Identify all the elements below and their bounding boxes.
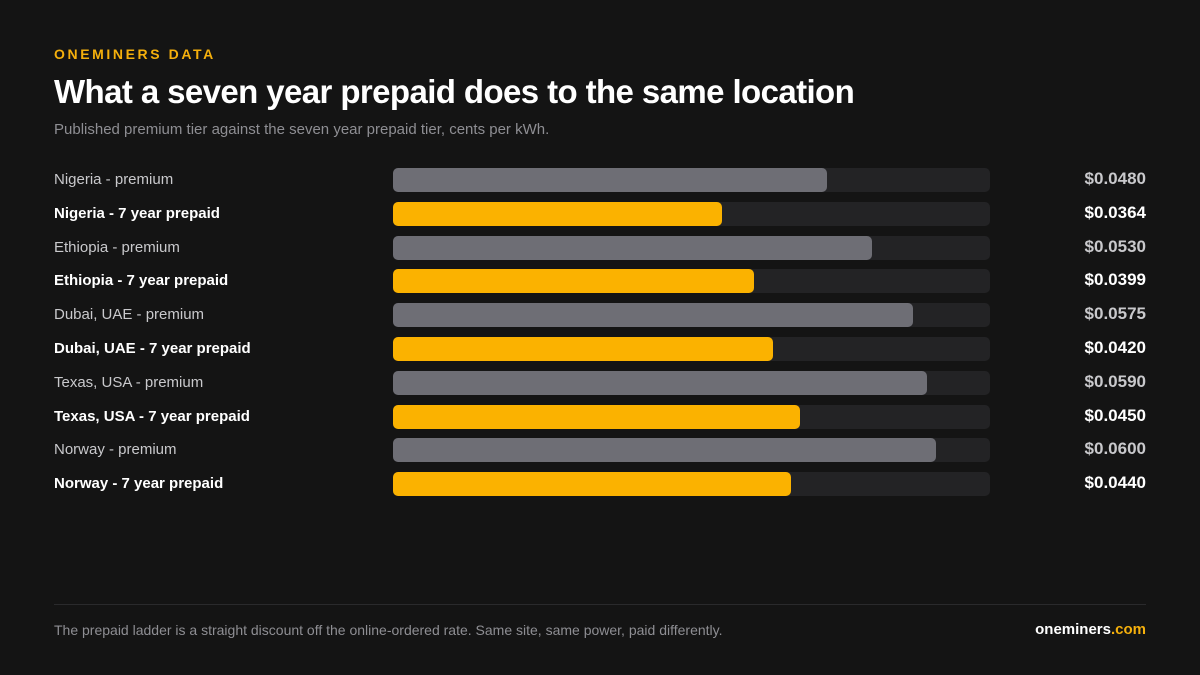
bar-label: Texas, USA - 7 year prepaid [54,407,250,425]
bar-track [393,404,990,429]
bar-track [393,472,990,497]
bar-row-prepaid: Texas, USA - 7 year prepaid $0.0450 [54,404,1146,429]
bar-row-prepaid: Dubai, UAE - 7 year prepaid $0.0420 [54,337,1146,361]
bar-row-prepaid: Norway - 7 year prepaid $0.0440 [54,472,1146,497]
bar-row-prepaid: Nigeria - 7 year prepaid $0.0364 [54,201,1146,226]
eyebrow-label: ONEMINERS DATA [54,46,216,62]
bar-value-label: $0.0600 [1084,439,1146,459]
bar-prepaid [393,404,801,429]
bar-track [393,201,990,226]
bar-label: Nigeria - 7 year prepaid [54,204,220,222]
bar-prepaid [393,472,791,497]
bar-label: Dubai, UAE - premium [54,306,205,324]
bar-track [393,337,990,361]
bar-value-label: $0.0420 [1084,338,1146,357]
bar-value-label: $0.0590 [1084,371,1146,391]
bar-label: Ethiopia - premium [54,238,180,256]
bar-label: Dubai, UAE - 7 year prepaid [54,340,251,357]
bar-row-premium: Dubai, UAE - premium $0.0575 [54,303,1146,328]
chart-subtitle: Published premium tier against the seven… [54,121,550,138]
bar-prepaid [393,337,773,361]
bar-track [393,168,990,192]
bar-value-label: $0.0530 [1084,236,1146,256]
bar-row-prepaid: Ethiopia - 7 year prepaid $0.0399 [54,269,1146,294]
bar-premium [393,438,936,463]
chart-title: What a seven year prepaid does to the sa… [54,73,855,110]
bar-row-premium: Nigeria - premium $0.0480 [54,168,1146,192]
brand-link[interactable]: oneminers.com [1035,621,1146,638]
bar-track [393,235,990,260]
bar-value-label: $0.0399 [1084,270,1146,290]
bar-premium [393,303,914,328]
footnote: The prepaid ladder is a straight discoun… [54,622,723,638]
bar-track [393,269,990,294]
bar-row-premium: Texas, USA - premium $0.0590 [54,370,1146,395]
footer-divider [54,604,1146,605]
bar-prepaid [393,201,723,226]
bar-premium [393,235,873,260]
bar-row-premium: Norway - premium $0.0600 [54,438,1146,463]
bar-label: Nigeria - premium [54,171,174,188]
bar-value-label: $0.0440 [1084,473,1146,493]
brand-tld: .com [1110,621,1146,638]
bar-value-label: $0.0364 [1084,202,1146,222]
bar-value-label: $0.0480 [1084,169,1146,188]
bar-track [393,370,990,395]
brand-name: oneminers [1035,621,1111,638]
bar-track [393,303,990,328]
bar-label: Norway - 7 year prepaid [54,475,224,493]
bar-prepaid [393,269,754,294]
bar-premium [393,370,927,395]
bar-track [393,438,990,463]
bar-value-label: $0.0575 [1084,304,1146,324]
bar-premium [393,168,828,192]
bar-label: Texas, USA - premium [54,373,204,391]
bar-label: Norway - premium [54,441,177,459]
bar-label: Ethiopia - 7 year prepaid [54,272,229,290]
bar-row-premium: Ethiopia - premium $0.0530 [54,235,1146,260]
bar-value-label: $0.0450 [1084,405,1146,425]
